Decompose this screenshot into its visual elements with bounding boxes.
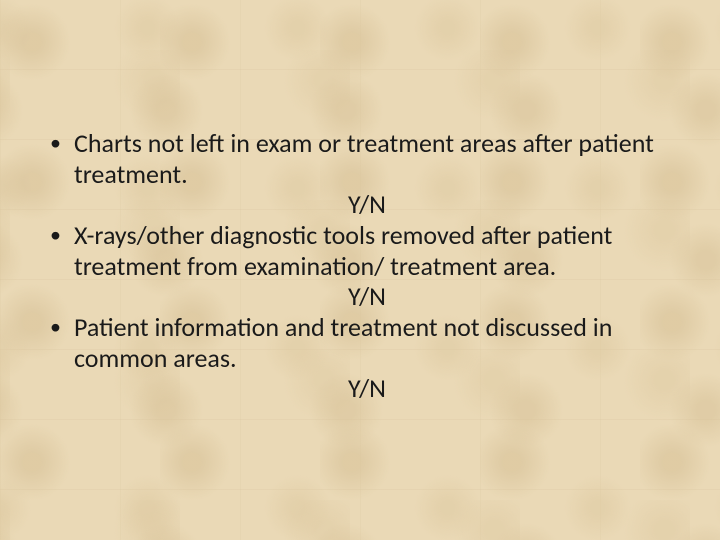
yes-no-label: Y/N — [74, 281, 660, 312]
list-item: X-rays/other diagnostic tools removed af… — [40, 220, 660, 312]
item-text: X-rays/other diagnostic tools removed af… — [74, 219, 612, 282]
bullet-list: Charts not left in exam or treatment are… — [40, 128, 660, 404]
list-item: Patient information and treatment not di… — [40, 312, 660, 404]
list-item: Charts not left in exam or treatment are… — [40, 128, 660, 220]
yes-no-label: Y/N — [74, 189, 660, 220]
item-text: Patient information and treatment not di… — [74, 311, 612, 374]
item-text: Charts not left in exam or treatment are… — [74, 127, 654, 190]
yes-no-label: Y/N — [74, 373, 660, 404]
slide-content: Charts not left in exam or treatment are… — [40, 128, 660, 404]
